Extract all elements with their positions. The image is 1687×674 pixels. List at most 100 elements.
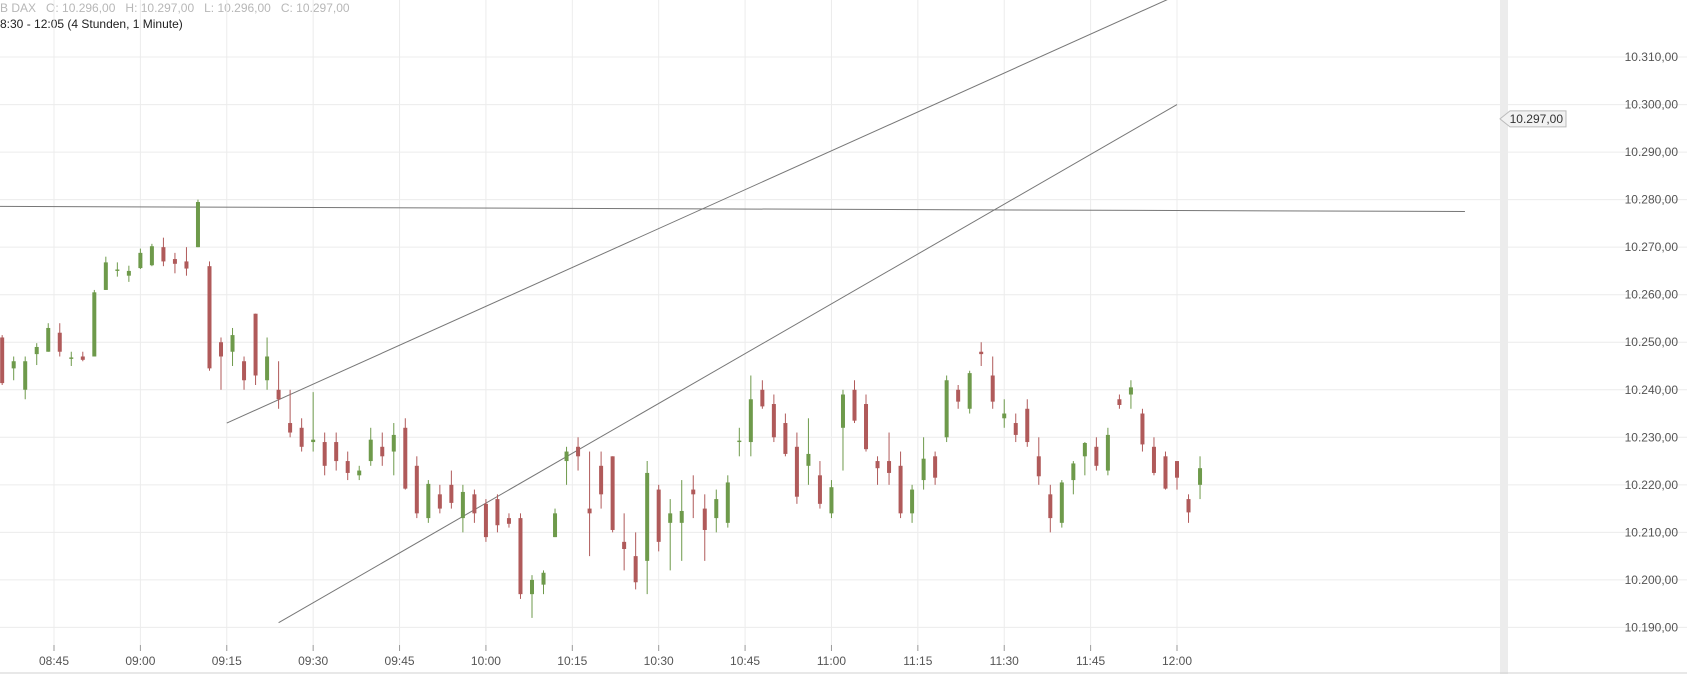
candle-body <box>126 270 131 276</box>
y-tick-label: 10.310,00 <box>1625 50 1679 64</box>
candle-body <box>92 292 97 357</box>
candle-body <box>334 442 339 462</box>
candle-body <box>518 518 523 595</box>
panel-divider[interactable] <box>1500 0 1508 674</box>
candle-body <box>495 499 500 526</box>
candle-body <box>57 332 62 352</box>
candle-body <box>1163 456 1168 489</box>
candle-body <box>195 202 200 248</box>
candle-body <box>760 389 765 407</box>
candle-body <box>1105 434 1110 471</box>
candle-body <box>576 446 581 457</box>
price-tag-label: 10.297,00 <box>1510 112 1564 126</box>
candle-body <box>921 458 926 481</box>
trend-lines <box>0 0 1465 624</box>
candle-body <box>426 483 431 519</box>
candle-body <box>829 487 834 514</box>
candles <box>0 199 1203 618</box>
y-tick-label: 10.210,00 <box>1625 525 1679 539</box>
x-tick-label: 09:00 <box>125 654 155 668</box>
candle-body <box>898 465 903 514</box>
x-tick-label: 10:30 <box>644 654 674 668</box>
x-tick-label: 09:45 <box>385 654 415 668</box>
trendline-resistance <box>226 0 1168 424</box>
candle-body <box>714 499 719 519</box>
candle-body <box>1071 463 1076 481</box>
candle-body <box>242 361 247 381</box>
candle-body <box>219 342 224 357</box>
candle-body <box>1048 494 1053 519</box>
candle-body <box>564 451 569 462</box>
candle-body <box>322 442 327 466</box>
price-axis: 10.190,00 10.200,00 10.210,00 10.220,00 10.2… <box>1625 50 1679 634</box>
x-tick-label: 09:30 <box>298 654 328 668</box>
header-time-range: 8:30 - 12:05 (4 Stunden, 1 Minute) <box>0 17 183 31</box>
header-ohlc: B DAX O: 10.296,00 H: 10.297,00 L: 10.29… <box>0 1 350 15</box>
x-tick-label: 10:45 <box>730 654 760 668</box>
candle-body <box>449 484 454 503</box>
candle-body <box>529 579 534 595</box>
candle-body <box>852 389 857 421</box>
candle-body <box>1151 446 1156 473</box>
candle-body <box>1175 461 1179 478</box>
candle-body <box>460 491 465 519</box>
candle-body <box>1094 446 1099 466</box>
candle-body <box>645 472 650 561</box>
candle-body <box>610 456 615 530</box>
candle-body <box>622 541 627 549</box>
x-tick-label: 09:15 <box>212 654 242 668</box>
y-tick-label: 10.200,00 <box>1625 573 1679 587</box>
candle-body <box>1186 499 1191 513</box>
x-tick-label: 12:00 <box>1162 654 1192 668</box>
trendline-support <box>278 104 1178 624</box>
y-tick-label: 10.220,00 <box>1625 478 1679 492</box>
candle-body <box>553 513 558 538</box>
y-tick-label: 10.190,00 <box>1625 620 1679 634</box>
candle-body <box>34 346 39 355</box>
candle-body <box>783 423 788 454</box>
candle-body <box>541 572 546 585</box>
candle-body <box>483 503 488 538</box>
candle-body <box>69 357 74 359</box>
candle-body <box>115 269 120 271</box>
y-tick-label: 10.290,00 <box>1625 145 1679 159</box>
candle-body <box>794 446 799 497</box>
candle-body <box>771 404 776 438</box>
candle-body <box>103 262 108 290</box>
x-tick-label: 11:30 <box>990 654 1019 668</box>
candle-body <box>380 446 385 457</box>
y-tick-label: 10.260,00 <box>1625 288 1679 302</box>
candle-body <box>345 461 350 473</box>
candle-body <box>506 518 511 524</box>
candle-body <box>1025 408 1030 443</box>
candle-body <box>840 394 845 428</box>
candle-body <box>1140 413 1145 445</box>
candle-body <box>172 259 177 264</box>
candle-body <box>656 489 661 542</box>
last-price-tag: 10.297,00 <box>1499 110 1567 128</box>
x-tick-label: 10:00 <box>471 654 501 668</box>
candle-body <box>633 556 638 583</box>
price-tag-box <box>1499 110 1567 128</box>
candle-body <box>737 440 742 443</box>
candle-body <box>679 510 684 523</box>
x-tick-label: 11:00 <box>817 654 846 668</box>
candle-body <box>1082 442 1087 457</box>
x-tick-label: 11:45 <box>1076 654 1105 668</box>
candle-body <box>806 453 811 466</box>
candle-body <box>161 247 166 262</box>
candle-body <box>357 470 362 476</box>
candle-body <box>817 475 822 504</box>
candle-body <box>288 423 293 433</box>
candle-body <box>944 380 949 438</box>
candle-body <box>11 361 16 369</box>
candle-body <box>1198 468 1203 485</box>
y-tick-label: 10.280,00 <box>1625 193 1679 207</box>
candle-body <box>691 489 696 495</box>
candle-body <box>668 513 673 523</box>
y-tick-label: 10.300,00 <box>1625 98 1679 112</box>
y-tick-label: 10.250,00 <box>1625 335 1679 349</box>
candle-body <box>299 427 304 447</box>
candle-body <box>725 482 730 523</box>
